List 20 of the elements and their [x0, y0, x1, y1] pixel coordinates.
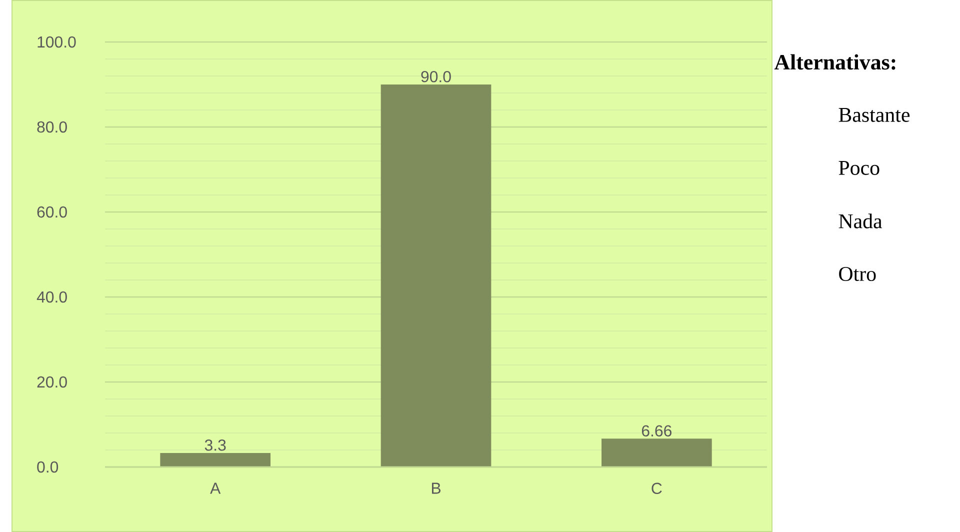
data-label: 3.3: [204, 439, 226, 451]
y-tick-label: 20.0: [37, 376, 67, 388]
x-tick-label: B: [432, 482, 440, 494]
bar: [160, 452, 271, 467]
y-tick-label: 40.0: [36, 291, 67, 303]
data-label: 6.66: [642, 425, 672, 436]
text: Bastante: [838, 108, 910, 122]
y-tick-label: 60.0: [37, 206, 67, 218]
x-tick-label: A: [210, 482, 221, 494]
text: Alternativas:: [774, 54, 896, 70]
x-tick-label: C: [652, 482, 662, 494]
y-tick-label: 0.0: [37, 461, 58, 473]
data-label: 90.0: [421, 71, 451, 82]
text: Otro: [839, 266, 876, 282]
y-tick-label: 100.0: [38, 36, 76, 48]
text: Nada: [838, 214, 882, 228]
text: Poco: [838, 161, 880, 175]
y-tick-label: 80.0: [37, 121, 67, 133]
bar: [380, 84, 492, 467]
bar: [602, 438, 712, 467]
